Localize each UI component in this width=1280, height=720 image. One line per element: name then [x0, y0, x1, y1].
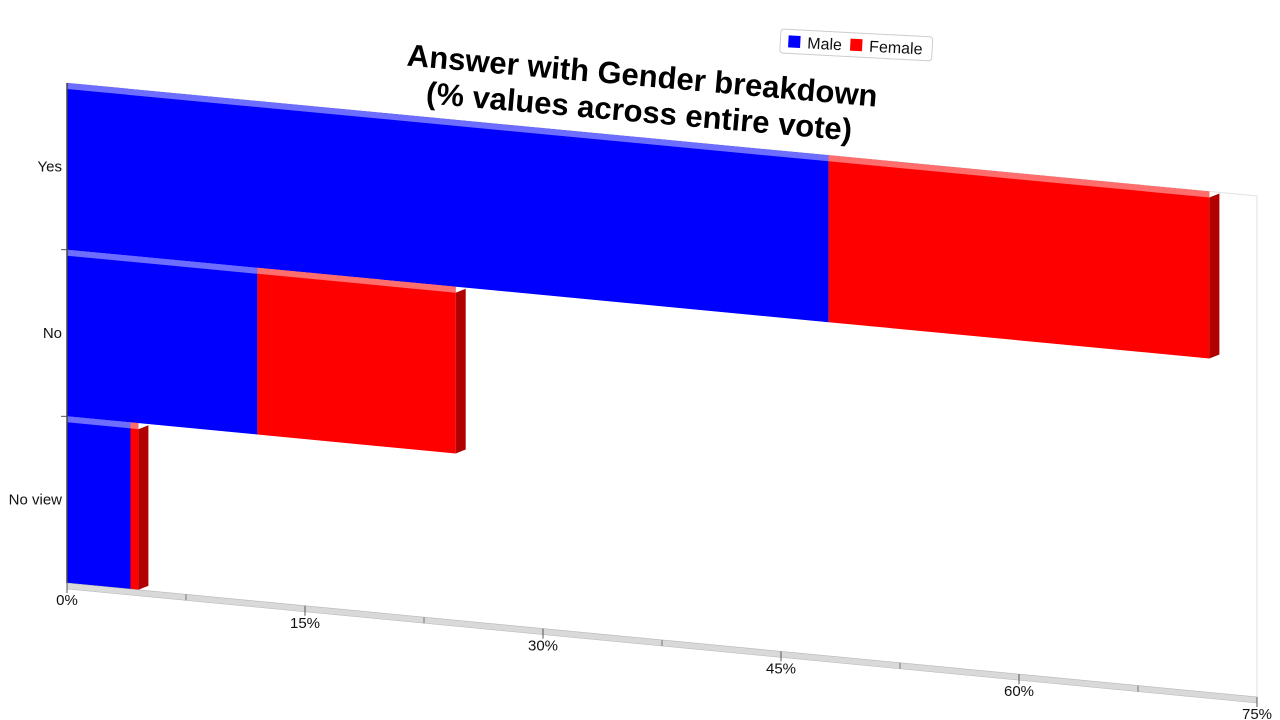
bar-top-face [67, 249, 258, 274]
bar-top-face [67, 416, 131, 429]
category-labels: Yes No No view [9, 158, 63, 508]
bar-top-face [130, 422, 139, 430]
bar-female-no-view [130, 422, 139, 590]
bar-side-face [1209, 193, 1220, 359]
bars-group [67, 83, 1220, 590]
bar-male-no-view [67, 416, 131, 590]
axes-group [61, 83, 1258, 707]
x-tick-label: 75% [1242, 706, 1272, 720]
tick-labels: 0% 15% 30% 45% 60% 75% [56, 592, 1272, 720]
legend-label-female: Female [869, 39, 923, 59]
x-tick-label: 45% [766, 660, 796, 677]
bar-top-face [67, 83, 829, 162]
legend-label-male: Male [807, 35, 843, 54]
legend: Male Female [779, 28, 934, 62]
category-label-yes: Yes [38, 158, 62, 175]
x-tick-label: 15% [290, 615, 320, 632]
legend-swatch-female [849, 38, 863, 52]
bar-top-face [828, 155, 1210, 198]
bar-female-yes [828, 155, 1210, 359]
legend-swatch-male [788, 35, 801, 49]
bar-side-face [455, 288, 466, 454]
category-label-no-view: No view [9, 492, 63, 509]
x-tick-label: 30% [528, 638, 558, 655]
category-label-no: No [43, 325, 62, 342]
x-tick-label: 0% [56, 592, 78, 609]
bar-side-face [138, 425, 149, 590]
bar-female-no [257, 267, 456, 454]
bar-male-no [67, 249, 258, 435]
x-tick-label: 60% [1004, 683, 1034, 700]
bar-top-face [257, 267, 456, 293]
